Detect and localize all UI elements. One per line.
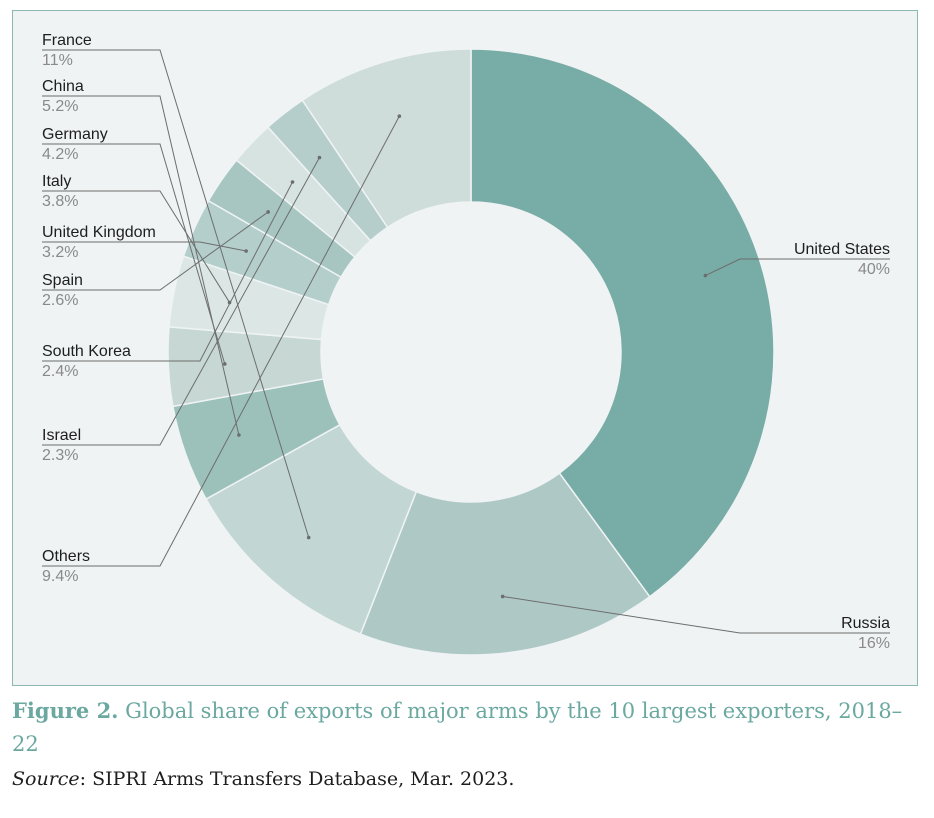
figure-caption: Figure 2. Global share of exports of maj… [12,694,912,761]
label-name-germany: Germany [42,126,108,143]
label-name-israel: Israel [42,427,81,444]
leader-dot-united-states [703,273,708,278]
label-name-united-states: United States [794,241,890,258]
leader-dot-germany [222,362,227,366]
source-text: : SIPRI Arms Transfers Database, Mar. 20… [79,768,515,790]
leader-russia [502,595,890,634]
leader-dot-russia [500,594,505,599]
label-leaders [42,49,890,634]
leader-dot-others [397,114,402,118]
label-value-united-states: 40% [858,261,890,278]
label-value-israel: 2.3% [42,447,78,464]
label-name-others: Others [42,548,90,565]
leader-south-korea [42,181,293,362]
label-name-china: China [42,78,84,95]
leader-united-kingdom [42,241,247,252]
leader-dot-spain [266,210,270,214]
leader-united-states [705,258,890,276]
label-name-italy: Italy [42,173,71,190]
label-name-united-kingdom: United Kingdom [42,224,156,241]
leader-italy [42,190,230,303]
source-label: Source [12,768,80,790]
label-value-south-korea: 2.4% [42,363,78,380]
donut-slices [167,48,775,656]
label-value-spain: 2.6% [42,292,78,309]
source-note: Source: SIPRI Arms Transfers Database, M… [12,768,514,790]
label-value-china: 5.2% [42,98,78,115]
label-value-italy: 3.8% [42,193,78,210]
leader-dot-united-kingdom [244,249,248,253]
donut-chart: United States 40% Russia 16% France 11% China 5… [42,32,890,656]
label-value-others: 9.4% [42,568,78,585]
leader-germany [42,143,226,365]
leader-dot-south-korea [290,180,295,184]
label-name-spain: Spain [42,272,83,289]
slice-labels: United States 40% Russia 16% France 11% China 5… [42,32,890,652]
leader-israel [42,157,320,446]
leader-dot-china [237,433,241,437]
label-value-united-kingdom: 3.2% [42,244,78,261]
slice-others [301,48,472,229]
figure-label: Figure 2. [12,698,119,723]
slice-united-states [470,48,775,598]
leader-france [42,49,310,538]
label-name-russia: Russia [841,615,890,632]
leader-dot-israel [317,155,322,160]
slice-russia [359,472,651,656]
label-name-france: France [42,32,92,49]
label-name-south-korea: South Korea [42,343,131,360]
leader-spain [42,211,269,291]
leader-dot-france [306,535,311,540]
label-value-germany: 4.2% [42,146,78,163]
leader-others [42,115,400,567]
label-value-russia: 16% [858,635,890,652]
label-value-france: 11% [42,52,73,69]
figure-title: Global share of exports of major arms by… [12,699,903,756]
